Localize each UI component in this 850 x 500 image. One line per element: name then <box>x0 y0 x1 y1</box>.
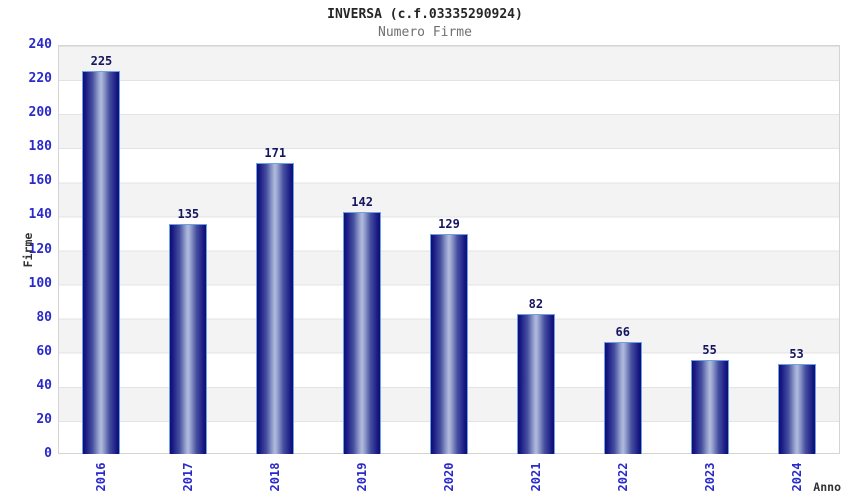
x-tick-label: 2019 <box>355 462 370 492</box>
bar-value-label: 82 <box>528 297 544 311</box>
bar-value-label: 225 <box>90 54 113 68</box>
y-axis-title: Firme <box>21 232 35 268</box>
bar-2019 <box>343 212 382 454</box>
y-tick-label: 60 <box>36 343 52 359</box>
y-tick-label: 160 <box>28 173 52 189</box>
x-tick-label: 2023 <box>702 462 717 492</box>
x-tick-label: 2024 <box>789 462 804 492</box>
bar-2018 <box>256 163 295 454</box>
y-tick-label: 120 <box>28 241 52 257</box>
bar-2022 <box>603 342 642 454</box>
y-tick-label: 180 <box>28 139 52 155</box>
bar-2021 <box>516 314 555 454</box>
bar-value-label: 66 <box>615 325 630 339</box>
bar-value-label: 53 <box>789 347 804 361</box>
y-tick-label: 20 <box>36 411 52 427</box>
x-tick-label: 2017 <box>181 462 196 492</box>
x-tick-label: 2018 <box>268 462 283 492</box>
bar-value-label: 55 <box>702 343 717 357</box>
bar-value-label: 171 <box>264 146 287 160</box>
x-tick-label: 2020 <box>442 462 456 492</box>
x-tick-label: 2021 <box>528 462 543 492</box>
y-tick-label: 220 <box>28 71 52 87</box>
y-tick-label: 200 <box>28 105 52 121</box>
x-tick-label: 2016 <box>94 462 109 492</box>
bar-value-label: 142 <box>351 195 373 209</box>
y-tick-label: 40 <box>36 377 52 393</box>
bar-2024 <box>777 364 816 454</box>
bar-2016 <box>82 71 121 454</box>
x-axis-title: Anno <box>813 480 841 494</box>
y-tick-label: 0 <box>44 446 52 461</box>
bar-2017 <box>169 224 208 454</box>
bar-2020 <box>430 234 468 454</box>
bar-value-label: 135 <box>177 207 200 221</box>
y-tick-label: 100 <box>28 275 52 291</box>
chart-subtitle: Numero Firme <box>378 25 472 40</box>
y-tick-label: 80 <box>36 309 52 325</box>
chart-title: INVERSA (c.f.03335290924) <box>327 7 523 22</box>
y-tick-label: 140 <box>28 207 52 223</box>
bar-2023 <box>690 360 729 454</box>
bar-value-label: 129 <box>438 217 460 231</box>
y-tick-label: 240 <box>28 37 52 52</box>
x-tick-label: 2022 <box>615 462 630 492</box>
